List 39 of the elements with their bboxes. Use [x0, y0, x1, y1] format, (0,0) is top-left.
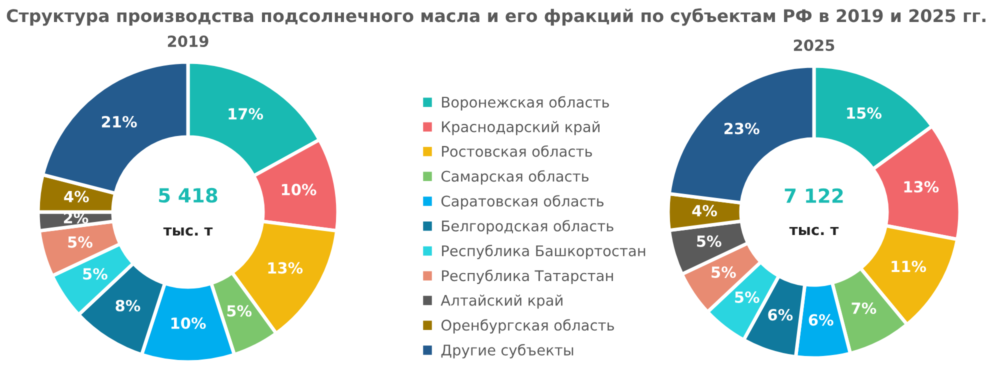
legend-label: Алтайский край: [440, 294, 562, 309]
data-label: 23%: [724, 122, 760, 134]
data-label: 4%: [692, 204, 717, 216]
legend-label: Оренбургская область: [441, 319, 614, 334]
data-label: 5%: [697, 235, 722, 247]
chart-title: 2025: [794, 39, 834, 52]
data-label: 6%: [808, 314, 834, 326]
data-label: 17%: [228, 108, 264, 120]
data-label: 5%: [83, 268, 108, 280]
legend-label: Другие субъекты: [441, 344, 574, 358]
text: тыс. т: [163, 227, 213, 236]
legend-label: Республика Башкортостан: [442, 244, 646, 260]
data-label: 7%: [852, 302, 876, 314]
text: тыс. т: [789, 226, 839, 236]
data-label: 13%: [268, 262, 303, 274]
data-label: 13%: [904, 180, 939, 193]
chart-title: 2019: [168, 35, 208, 48]
legend-label: Саратовская область: [441, 195, 604, 210]
data-label: 15%: [847, 107, 882, 119]
data-label: 8%: [116, 300, 140, 312]
data-label: 6%: [768, 309, 793, 321]
data-label: 5%: [712, 266, 736, 278]
data-label: 5%: [735, 291, 760, 303]
legend-label: Воронежская область: [442, 96, 609, 110]
text: 5 418: [159, 188, 218, 203]
text: Структура производства подсолнечного масла и его фракций по субъектам РФ в 2019 и 2025 гг.: [6, 8, 986, 26]
data-label: 21%: [102, 116, 137, 128]
data-label: 5%: [227, 305, 252, 317]
legend-label: Краснодарский край: [442, 121, 600, 136]
data-label: 10%: [171, 317, 206, 329]
legend-label: Ростовская область: [442, 145, 592, 157]
data-label: 4%: [64, 190, 89, 202]
text: 7 122: [784, 188, 843, 203]
data-label: 10%: [282, 184, 316, 196]
legend-label: Республика Татарстан: [442, 270, 613, 284]
legend-label: Самарская область: [441, 170, 589, 185]
data-label: 11%: [892, 260, 926, 272]
data-label: 5%: [68, 236, 92, 248]
legend-label: Белгородская область: [442, 220, 614, 234]
